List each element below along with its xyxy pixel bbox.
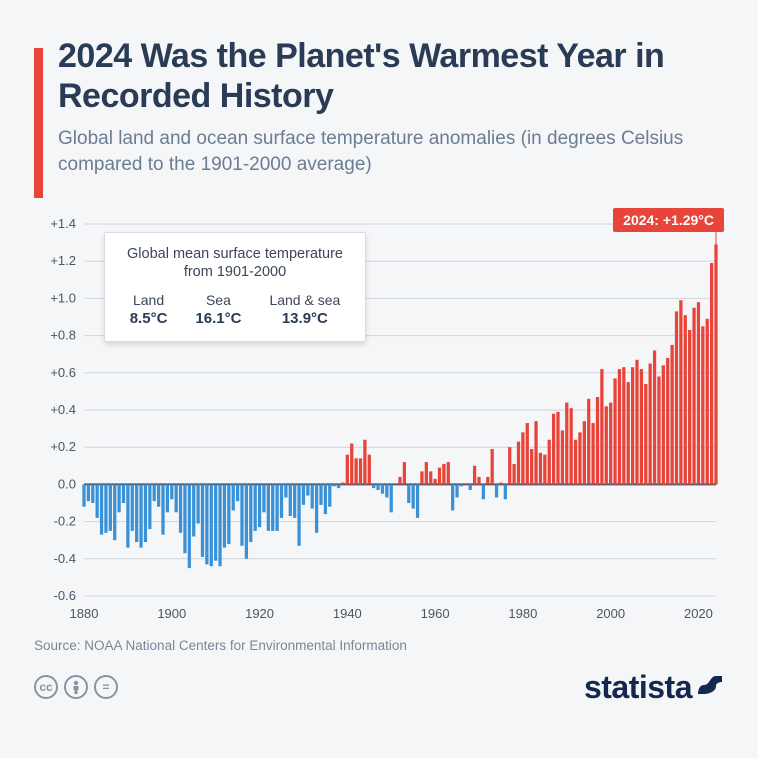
svg-text:+1.2: +1.2 xyxy=(50,253,76,268)
source-text: Source: NOAA National Centers for Enviro… xyxy=(34,638,724,653)
page-title: 2024 Was the Planet's Warmest Year in Re… xyxy=(58,36,724,116)
svg-text:-0.4: -0.4 xyxy=(54,550,76,565)
svg-text:+0.4: +0.4 xyxy=(50,402,76,417)
brand-text: statista xyxy=(584,669,692,706)
info-box-title-l1: Global mean surface temperature xyxy=(127,246,343,262)
info-box-title: Global mean surface temperature from 190… xyxy=(127,245,343,283)
svg-text:-0.2: -0.2 xyxy=(54,513,76,528)
svg-text:2000: 2000 xyxy=(596,606,625,621)
brand-logo: statista xyxy=(584,669,724,706)
info-col: Land & sea 13.9°C xyxy=(269,292,340,327)
accent-bar xyxy=(34,48,43,198)
nd-icon: = xyxy=(94,675,118,699)
footer: cc = statista xyxy=(34,669,724,706)
info-col-value: 16.1°C xyxy=(195,310,241,327)
svg-text:+0.8: +0.8 xyxy=(50,327,76,342)
cc-icon: cc xyxy=(34,675,58,699)
svg-text:1960: 1960 xyxy=(421,606,450,621)
page-subtitle: Global land and ocean surface temperatur… xyxy=(58,126,724,177)
svg-text:1940: 1940 xyxy=(333,606,362,621)
highlight-badge: 2024: +1.29°C xyxy=(613,208,724,232)
svg-text:1920: 1920 xyxy=(245,606,274,621)
svg-text:1900: 1900 xyxy=(157,606,186,621)
info-col-value: 8.5°C xyxy=(130,310,168,327)
svg-text:2020: 2020 xyxy=(684,606,713,621)
svg-text:1980: 1980 xyxy=(508,606,537,621)
info-col-label: Sea xyxy=(195,292,241,308)
info-col: Sea 16.1°C xyxy=(195,292,241,327)
svg-text:1880: 1880 xyxy=(70,606,99,621)
header: 2024 Was the Planet's Warmest Year in Re… xyxy=(58,36,724,178)
info-col: Land 8.5°C xyxy=(130,292,168,327)
info-box: Global mean surface temperature from 190… xyxy=(104,232,366,343)
info-col-label: Land & sea xyxy=(269,292,340,308)
svg-text:-0.6: -0.6 xyxy=(54,588,76,603)
brand-arrow-icon xyxy=(696,669,724,706)
license-icons: cc = xyxy=(34,675,118,699)
svg-text:0.0: 0.0 xyxy=(58,476,76,491)
info-col-label: Land xyxy=(130,292,168,308)
svg-text:+0.2: +0.2 xyxy=(50,439,76,454)
info-box-title-l2: from 1901-2000 xyxy=(184,264,286,280)
chart-container: 2024: +1.29°C Global mean surface temper… xyxy=(34,206,724,626)
svg-text:+1.0: +1.0 xyxy=(50,290,76,305)
svg-text:+1.4: +1.4 xyxy=(50,216,76,231)
info-col-value: 13.9°C xyxy=(269,310,340,327)
svg-text:+0.6: +0.6 xyxy=(50,364,76,379)
by-icon xyxy=(64,675,88,699)
